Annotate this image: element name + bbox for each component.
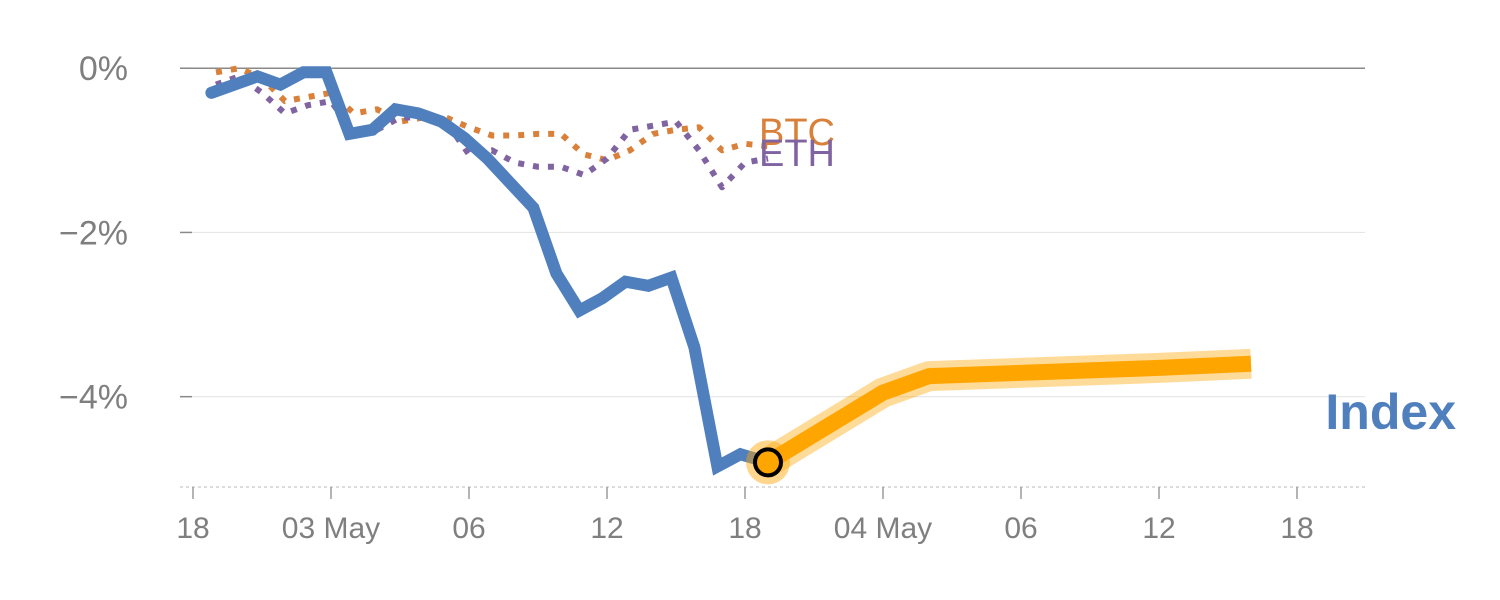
x-tick-label: 12 xyxy=(1142,512,1175,545)
series-line-index xyxy=(205,66,774,476)
y-tick-label: −2% xyxy=(59,214,128,252)
series-label-eth: ETH xyxy=(759,133,835,175)
x-tick-label: 18 xyxy=(728,512,761,545)
series-label-index: Index xyxy=(1325,384,1456,440)
series-line-eth xyxy=(214,73,769,191)
x-tick-label: 18 xyxy=(176,512,209,545)
y-tick-label: −4% xyxy=(59,379,128,417)
x-tick-label: 03 May xyxy=(282,512,380,545)
x-tick-label: 12 xyxy=(590,512,623,545)
current-point-marker xyxy=(753,447,783,478)
gridlines xyxy=(180,67,1365,398)
axes: 0% −2% −4% 18 03 May 06 12 18 04 May 06 12 18 xyxy=(59,50,1365,545)
projection-line xyxy=(763,355,1252,470)
x-tick-label: 18 xyxy=(1280,512,1313,545)
x-tick-label: 06 xyxy=(1004,512,1037,545)
series-layer xyxy=(205,65,1252,485)
x-tick-label: 06 xyxy=(452,512,485,545)
x-tick-label: 04 May xyxy=(834,512,932,545)
series-line-btc xyxy=(215,65,769,164)
series-label-btc: BTC xyxy=(759,112,835,154)
y-tick-label: 0% xyxy=(79,50,128,88)
